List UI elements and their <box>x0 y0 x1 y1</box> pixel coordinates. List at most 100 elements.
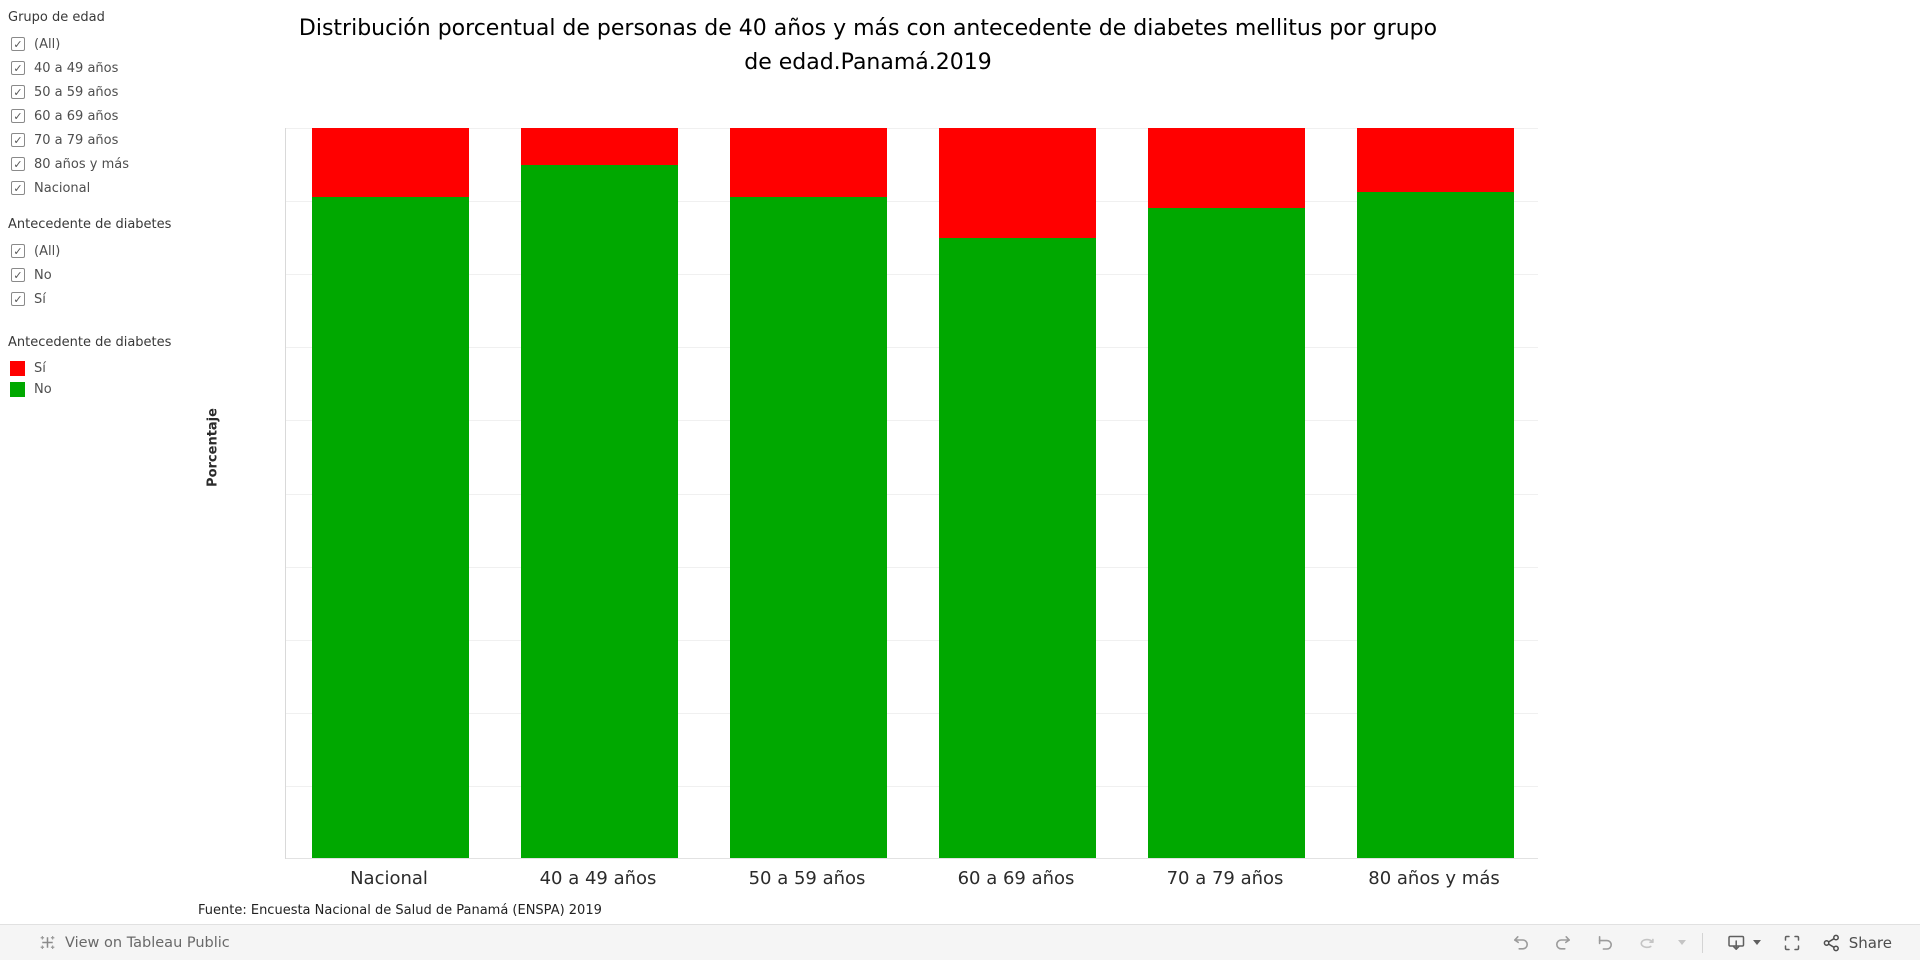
legend-item[interactable]: Sí <box>8 358 238 379</box>
filter-option[interactable]: ✓ 40 a 49 años <box>8 56 238 80</box>
checkbox-checked-icon[interactable]: ✓ <box>11 268 25 282</box>
checkbox-checked-icon[interactable]: ✓ <box>11 133 25 147</box>
filter-antecedente: Antecedente de diabetes ✓ (All) ✓ No ✓ Sí <box>8 217 238 311</box>
filter-option[interactable]: ✓ No <box>8 263 238 287</box>
filter-option[interactable]: ✓ 60 a 69 años <box>8 104 238 128</box>
toolbar-actions: Share <box>1496 929 1892 957</box>
filter-option-label: Nacional <box>34 180 91 196</box>
filter-option[interactable]: ✓ (All) <box>8 32 238 56</box>
x-axis-label: 70 a 79 años <box>1166 868 1284 889</box>
x-axis-label: 50 a 59 años <box>748 868 866 889</box>
bar-segment-No[interactable] <box>729 196 887 859</box>
filter-option-label: 50 a 59 años <box>34 84 119 100</box>
filter-option[interactable]: ✓ 80 años y más <box>8 152 238 176</box>
legend-swatch <box>10 361 25 376</box>
checkbox-checked-icon[interactable]: ✓ <box>11 292 25 306</box>
x-axis-label: 60 a 69 años <box>957 868 1075 889</box>
filter-option[interactable]: ✓ (All) <box>8 239 238 263</box>
gridline <box>286 128 1538 129</box>
view-on-tableau-public-link[interactable]: View on Tableau Public <box>38 933 230 952</box>
legend-items: Sí No <box>8 358 238 400</box>
bar-segment-Sí[interactable] <box>1356 128 1514 193</box>
revert-icon <box>1598 935 1612 950</box>
filter-options-grupo: ✓ (All) ✓ 40 a 49 años ✓ 50 a 59 años ✓ 60 a 69… <box>8 32 238 200</box>
filter-option[interactable]: ✓ Sí <box>8 287 238 311</box>
gridline <box>286 639 1538 641</box>
checkbox-checked-icon[interactable]: ✓ <box>11 109 25 123</box>
filter-option-label: 60 a 69 años <box>34 108 119 124</box>
gridline <box>286 201 1538 203</box>
checkbox-checked-icon[interactable]: ✓ <box>11 157 25 171</box>
view-on-tableau-public-label: View on Tableau Public <box>65 934 230 951</box>
gridline <box>286 347 1538 349</box>
filter-option[interactable]: ✓ Nacional <box>8 176 238 200</box>
download-button[interactable] <box>1721 929 1767 957</box>
legend-label: Sí <box>34 361 46 376</box>
bar-segment-No[interactable] <box>938 237 1096 859</box>
legend-swatch <box>10 382 25 397</box>
x-axis-label: Nacional <box>350 868 428 889</box>
revert-button[interactable] <box>1588 929 1622 957</box>
x-axis-labels: Nacional 40 a 49 años 50 a 59 años 60 a 69 … <box>285 868 1538 894</box>
checkbox-checked-icon[interactable]: ✓ <box>11 85 25 99</box>
x-axis-label: 40 a 49 años <box>539 868 657 889</box>
plot-area <box>285 128 1538 859</box>
refresh-button[interactable] <box>1630 929 1664 957</box>
source-caption: Fuente: Encuesta Nacional de Salud de Pa… <box>198 903 602 918</box>
bar-segment-No[interactable] <box>1356 192 1514 859</box>
checkbox-checked-icon[interactable]: ✓ <box>11 244 25 258</box>
bar-segment-Sí[interactable] <box>729 128 887 197</box>
chart-title: Distribución porcentual de personas de 4… <box>298 16 1438 75</box>
gridline <box>286 785 1538 787</box>
share-button[interactable]: Share <box>1821 933 1892 953</box>
bar-60 a 69 años[interactable] <box>938 128 1096 859</box>
redo-button[interactable] <box>1546 929 1580 957</box>
legend-label: No <box>34 382 52 397</box>
filter-option-label: Sí <box>34 291 46 307</box>
gridline <box>286 274 1538 276</box>
bar-50 a 59 años[interactable] <box>729 128 887 859</box>
gridline <box>286 712 1538 714</box>
download-icon <box>1728 935 1745 950</box>
bar-segment-Sí[interactable] <box>938 128 1096 238</box>
bar-segment-No[interactable] <box>1147 207 1305 859</box>
bar-segment-Sí[interactable] <box>1147 128 1305 208</box>
filter-option-label: 70 a 79 años <box>34 132 119 148</box>
gridline <box>286 493 1538 495</box>
filter-title: Antecedente de diabetes <box>8 217 172 232</box>
pause-dropdown-icon <box>1677 940 1686 945</box>
bar-segment-Sí[interactable] <box>311 128 469 198</box>
redo-icon <box>1555 935 1570 950</box>
filter-option[interactable]: ✓ 50 a 59 años <box>8 80 238 104</box>
undo-icon <box>1513 935 1528 950</box>
bar-segment-No[interactable] <box>311 197 469 859</box>
share-label: Share <box>1848 933 1892 952</box>
bar-70 a 79 años[interactable] <box>1147 128 1305 859</box>
filter-option[interactable]: ✓ 70 a 79 años <box>8 128 238 152</box>
tableau-toolbar: View on Tableau Public <box>0 924 1920 960</box>
pause-updates-button[interactable] <box>1672 929 1692 957</box>
fullscreen-button[interactable] <box>1775 929 1809 957</box>
checkbox-checked-icon[interactable]: ✓ <box>11 181 25 195</box>
y-axis-ticks: 0.010.020.030.040.050.060.070.080.090.01… <box>0 0 277 960</box>
gridline <box>286 420 1538 422</box>
bar-segment-No[interactable] <box>520 164 678 859</box>
bar-40 a 49 años[interactable] <box>520 128 678 859</box>
bar-segment-Sí[interactable] <box>520 128 678 165</box>
checkbox-checked-icon[interactable]: ✓ <box>11 61 25 75</box>
checkbox-checked-icon[interactable]: ✓ <box>11 37 25 51</box>
legend-item[interactable]: No <box>8 379 238 400</box>
x-axis-label: 80 años y más <box>1368 868 1500 889</box>
filter-options-antecedente: ✓ (All) ✓ No ✓ Sí <box>8 239 238 311</box>
undo-button[interactable] <box>1504 929 1538 957</box>
filter-option-label: No <box>34 267 52 283</box>
filter-option-label: 80 años y más <box>34 156 129 172</box>
fullscreen-icon <box>1784 935 1799 950</box>
bar-Nacional[interactable] <box>311 128 469 859</box>
x-axis-line <box>286 858 1538 859</box>
bar-80 años y más[interactable] <box>1356 128 1514 859</box>
filter-option-label: (All) <box>34 243 61 259</box>
filter-option-label: (All) <box>34 36 61 52</box>
toolbar-separator <box>1701 932 1703 953</box>
color-legend: Antecedente de diabetes Sí No <box>8 335 238 400</box>
